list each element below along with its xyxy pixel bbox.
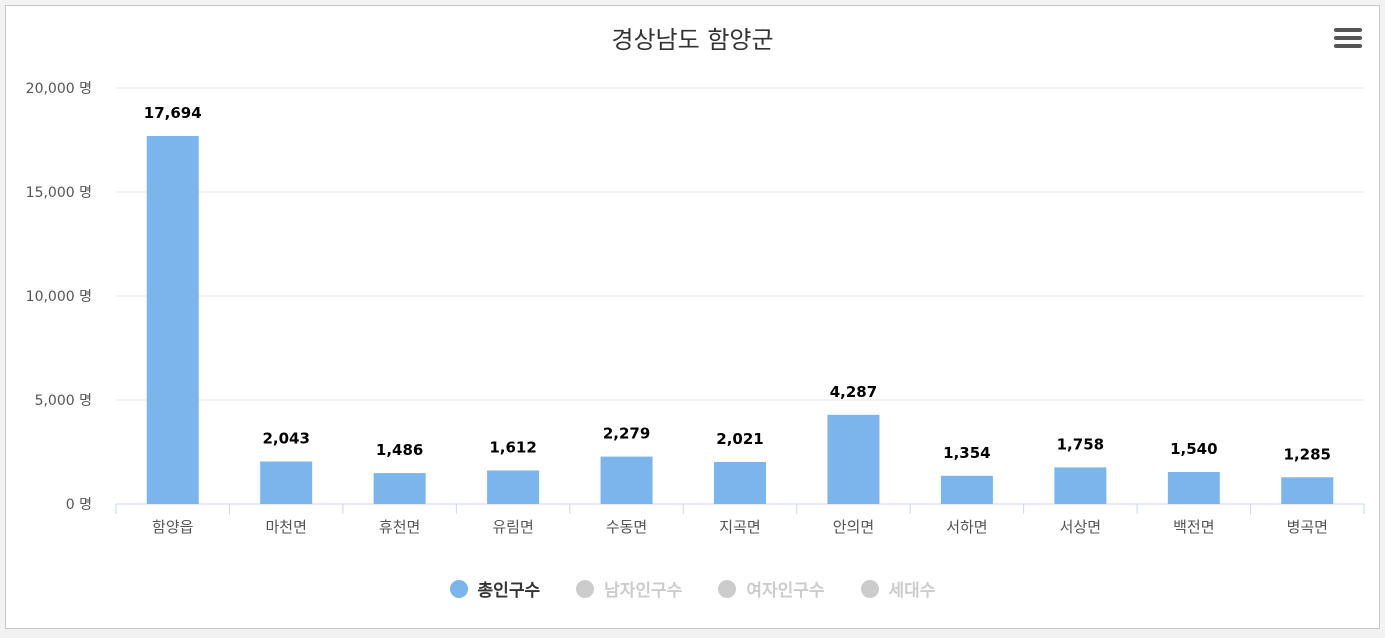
bar[interactable] [1281,477,1334,504]
x-tick-label: 지곡면 [719,518,760,536]
x-tick-label: 함양읍 [152,518,193,536]
data-label: 1,285 [1284,445,1331,463]
legend-label: 남자인구수 [604,581,683,601]
chart-container: 경상남도 함양군 0 명 5,000 명 10,000 명 15,000 명 20,00… [5,5,1380,629]
legend-dot-icon [718,579,737,598]
data-label: 1,612 [489,438,536,456]
data-label: 1,486 [376,441,423,459]
legend-dot-icon [576,579,595,598]
data-label: 1,354 [943,444,990,462]
bar[interactable] [1054,467,1107,504]
data-label: 17,694 [144,104,202,122]
chart-title: 경상남도 함양군 [611,26,774,54]
data-label: 2,279 [603,425,650,443]
bar[interactable] [940,475,993,504]
legend-label: 총인구수 [477,581,541,601]
x-tick-label: 안의면 [833,518,874,536]
bar[interactable] [146,135,199,505]
x-tick-label: 마천면 [265,518,306,536]
x-tick-label: 백전면 [1173,518,1214,536]
bar[interactable] [373,473,426,504]
x-tick-label: 서하면 [946,518,987,536]
data-label: 2,021 [716,430,763,448]
x-tick-label: 수동면 [606,518,647,536]
legend-label: 여자인구수 [746,581,825,601]
bar[interactable] [600,456,653,504]
data-label: 1,758 [1057,435,1104,453]
bar[interactable] [1167,471,1220,504]
legend-label: 세대수 [888,581,936,601]
bar[interactable] [714,461,766,504]
legend-dot-icon [449,579,468,598]
y-tick-label: 5,000 명 [35,393,92,409]
x-tick-label: 유림면 [492,518,533,536]
hamburger-menu-icon[interactable] [1334,28,1362,54]
legend-item-households[interactable]: 세대수 [860,576,936,601]
data-label: 1,540 [1170,440,1217,458]
bar[interactable] [827,414,880,504]
x-tick-label: 휴천면 [379,518,420,536]
legend-dot-icon [860,579,879,598]
x-tick-label: 병곡면 [1287,518,1328,536]
legend-item-female-population[interactable]: 여자인구수 [718,576,825,601]
y-tick-label: 20,000 명 [26,81,92,97]
chart-plot: 0 명 5,000 명 10,000 명 15,000 명 20,000 명 17,694… [26,81,1365,536]
y-tick-label: 15,000 명 [26,185,92,201]
bar[interactable] [260,461,313,504]
data-label: 4,287 [830,383,877,401]
legend-item-male-population[interactable]: 남자인구수 [576,576,682,601]
legend-item-total-population[interactable]: 총인구수 [449,576,541,601]
x-tick-label: 서상면 [1060,518,1101,536]
y-tick-label: 10,000 명 [26,289,92,305]
y-tick-label: 0 명 [66,497,92,513]
data-label: 2,043 [262,430,309,448]
bar[interactable] [487,470,540,504]
legend: 총인구수 남자인구수 여자인구수 세대수 [6,576,1379,601]
